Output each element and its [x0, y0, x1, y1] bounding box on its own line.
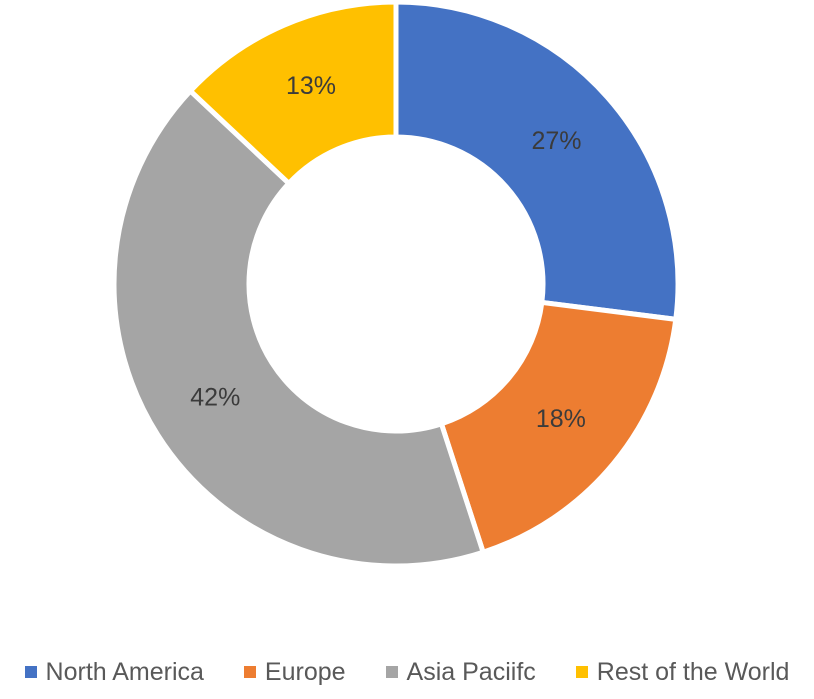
legend-item[interactable]: Europe: [243, 657, 346, 686]
slice-data-label: 13%: [286, 72, 336, 100]
legend-item-label: Asia Paciifc: [406, 657, 536, 686]
donut-slice[interactable]: [186, 0, 399, 187]
legend-swatch-icon: [385, 666, 398, 678]
donut-slice[interactable]: [111, 87, 487, 569]
chart-legend: North America Europe Asia Paciifc Rest of t…: [0, 645, 814, 699]
slice-data-label: 42%: [190, 383, 240, 411]
slice-data-label: 27%: [531, 127, 581, 155]
legend-item[interactable]: Asia Paciifc: [385, 657, 536, 686]
donut-slice[interactable]: [393, 0, 681, 323]
legend-item-label: North America: [45, 657, 204, 686]
donut-data-labels-group: 27% 18% 42% 13%: [190, 72, 586, 433]
legend-swatch-icon: [575, 666, 588, 678]
donut-svg: 27% 18% 42% 13%: [111, 0, 681, 569]
legend-item-label: Rest of the World: [596, 657, 790, 686]
donut-slices-group: [111, 0, 681, 569]
legend-item-label: Europe: [264, 657, 346, 686]
legend-swatch-icon: [24, 666, 37, 678]
legend-swatch-icon: [243, 666, 256, 678]
slice-data-label: 18%: [536, 405, 586, 433]
donut-slice[interactable]: [438, 299, 679, 556]
legend-item[interactable]: Rest of the World: [575, 657, 790, 686]
legend-item[interactable]: North America: [24, 657, 204, 686]
chart-plot-area: 27% 18% 42% 13%: [111, 0, 681, 569]
